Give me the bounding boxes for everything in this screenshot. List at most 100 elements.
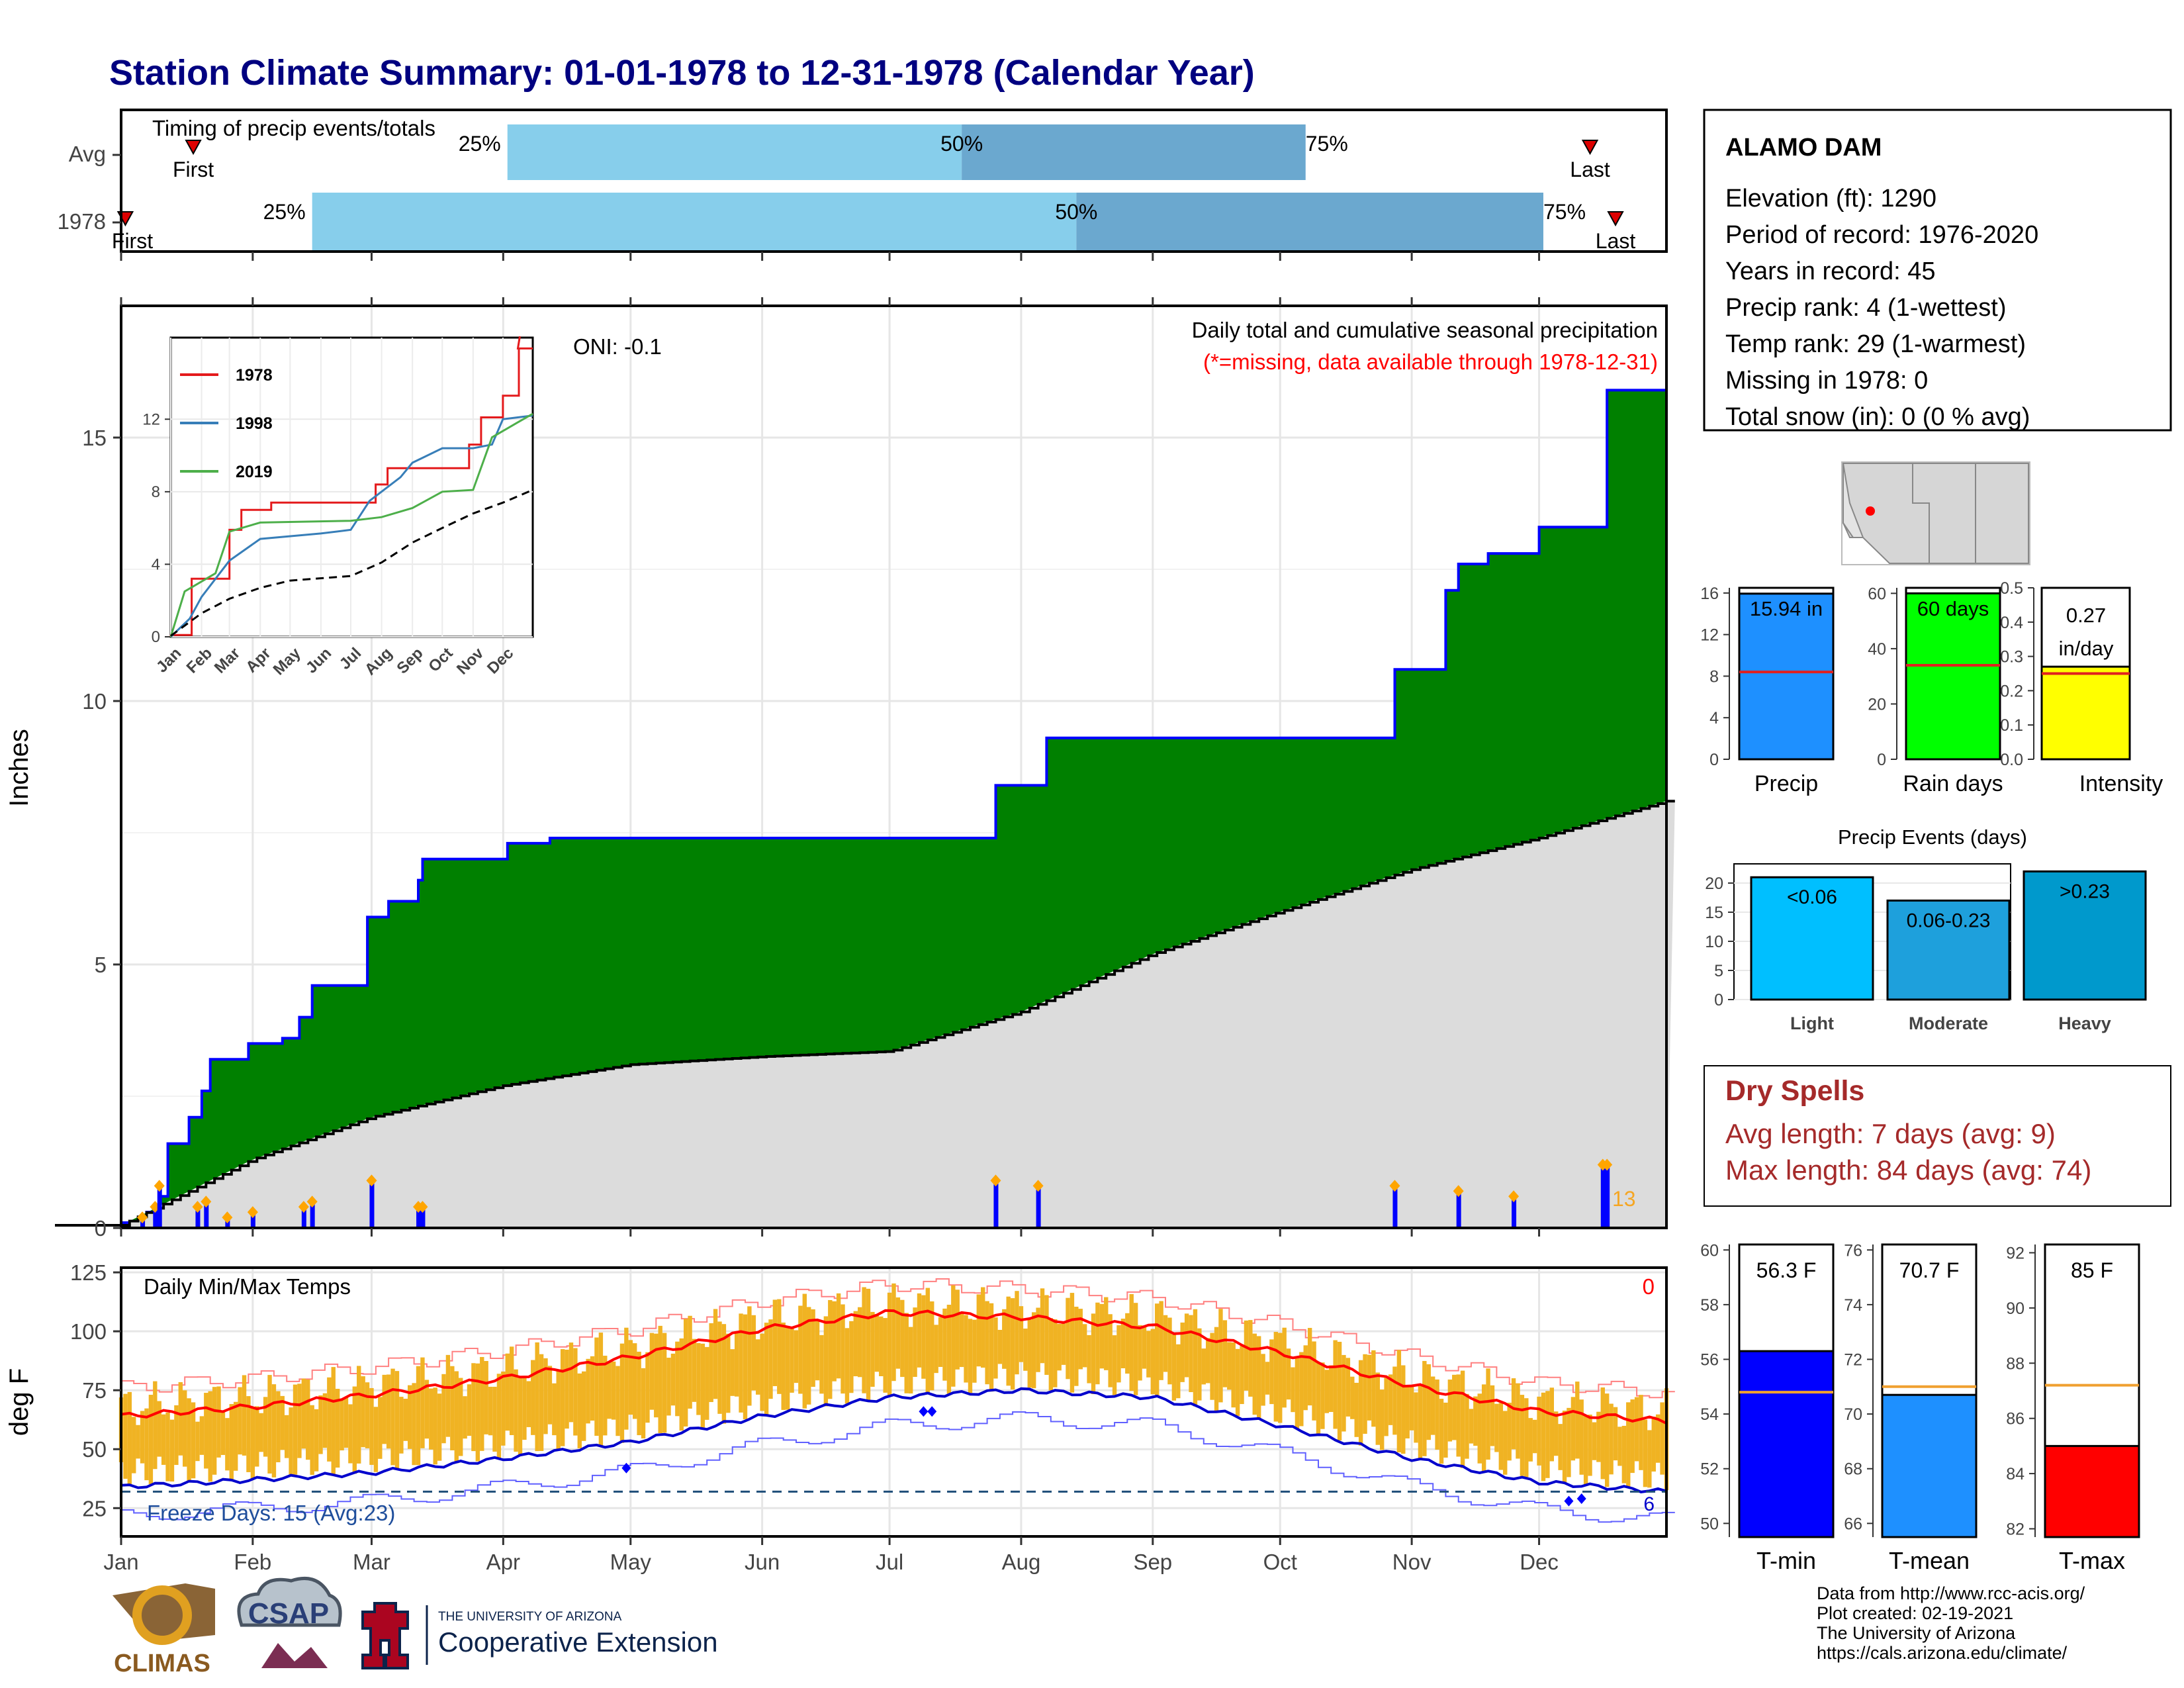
daily-temp-range-bar [280,1395,285,1450]
tmin-axis-label: T-min [1756,1547,1816,1574]
daily-temp-range-bar [726,1333,731,1413]
daily-temp-range-bar [670,1353,676,1406]
daily-temp-range-bar [1048,1318,1054,1391]
daily-temp-range-bar [191,1402,196,1479]
events-y-tick-label: 10 [1705,933,1723,951]
daily-temp-range-bar [1647,1430,1652,1488]
tmax-y-tick-label: 84 [2006,1465,2025,1483]
daily-temp-range-bar [127,1391,132,1487]
inset-legend-label-1978: 1978 [236,366,273,385]
daily-temp-range-bar [760,1333,764,1411]
daily-temp-range-bar [1524,1398,1529,1477]
inset-line-Avg [170,489,533,637]
month-axis-label: Jan [103,1550,138,1574]
daily-temp-range-bar [1469,1409,1474,1444]
month-axis-label: Aug [1002,1550,1041,1574]
oni-value: ONI: -0.1 [573,334,662,359]
intensity-y-tick-label: 0.2 [2000,682,2023,700]
daily-temp-range-bar [951,1285,956,1387]
daily-temp-range-bar [267,1375,272,1474]
daily-temp-range-bar [378,1397,383,1459]
inset-y-tick-label: 12 [142,410,160,428]
daily-precip-bar [369,1180,375,1228]
daily-temp-range-bar [925,1288,931,1394]
daily-temp-range-bar [1516,1383,1520,1459]
daily-temp-range-bar [1167,1317,1172,1385]
tmax-y-tick-label: 92 [2006,1244,2025,1263]
temperature-panel: 25 50 75 100 125 Jan Feb Mar Apr May Jun Jul Aug Sep O… [5,1260,1675,1574]
daily-temp-range-bar [1078,1309,1083,1370]
daily-temp-range-bar [1600,1387,1605,1479]
daily-temp-range-bar [1486,1368,1490,1460]
credit-url: https://cals.arizona.edu/climate/ [1817,1643,2068,1663]
daily-temp-range-bar [318,1395,323,1454]
timing-quartile-label: 50% [940,132,983,156]
daily-precip-marker [154,1180,165,1192]
daily-temp-range-bar [1133,1303,1138,1395]
daily-precip-bar [204,1201,209,1228]
events-bar-text-light: <0.06 [1787,886,1837,908]
daily-temp-range-bar [144,1408,149,1481]
station-missing: Missing in 1978: 0 [1725,367,1928,395]
daily-temp-range-bar [981,1287,985,1368]
daily-temp-range-bar [348,1404,353,1464]
events-y-tick-label: 0 [1714,991,1723,1009]
daily-temp-range-bar [785,1325,790,1410]
events-y-tick-label: 20 [1705,874,1723,893]
daily-temp-range-bar [1252,1333,1257,1415]
daily-temp-range-bar [1532,1419,1537,1454]
daily-temp-range-bar [777,1299,782,1394]
daily-temp-range-bar [1248,1320,1253,1397]
daily-temp-range-bar [1558,1424,1563,1470]
daily-temp-range-bar [1443,1402,1448,1458]
timing-last-label-Avg: Last [1570,158,1610,181]
daily-temp-range-bar [340,1399,344,1451]
daily-temp-range-bar [921,1295,926,1379]
daily-temp-range-bar [1193,1309,1198,1407]
daily-temp-range-bar [1494,1403,1499,1452]
daily-precip-bar [993,1180,999,1228]
daily-temp-range-bar [535,1342,539,1452]
daily-temp-range-bar [883,1318,887,1393]
month-axis-label: May [610,1550,652,1574]
daily-temp-range-bar [1503,1411,1508,1475]
tmin-summary-chart: 50 52 54 56 58 60 56.3 F T-min [1700,1241,1835,1574]
tmean-y-tick-label: 72 [1844,1350,1862,1369]
daily-temp-range-bar [310,1405,314,1475]
daily-precip-marker [1453,1185,1464,1197]
daily-temp-range-bar [1583,1416,1588,1486]
daily-temp-range-bar [989,1303,994,1392]
tmin-y-tick-label: 52 [1700,1460,1719,1479]
daily-temp-range-bar [250,1407,255,1480]
month-axis-label: Nov [1392,1550,1432,1574]
map-texas [1975,463,2029,564]
daily-temp-range-bar [645,1352,650,1423]
daily-temp-range-bar [934,1325,938,1374]
daily-temp-range-bar [658,1325,662,1434]
daily-temp-range-bar [1176,1344,1181,1399]
daily-temp-range-bar [1405,1385,1410,1438]
temp-y-axis-label: deg F [5,1368,34,1436]
daily-temp-range-bar [433,1387,437,1465]
daily-temp-range-bar [1295,1356,1300,1429]
timing-first-label-Avg: First [173,158,214,181]
daily-temp-range-bar [866,1288,871,1401]
daily-temp-range-bar [297,1383,302,1458]
month-axis-label: Oct [1263,1550,1297,1574]
timing-quartile-label: 75% [1543,200,1586,224]
daily-temp-range-bar [739,1313,743,1413]
events-bar-light [1750,876,1874,1001]
daily-temp-range-bar [1214,1327,1219,1412]
daily-temp-range-bar [1655,1414,1661,1463]
daily-temp-range-bar [505,1353,510,1431]
daily-temp-range-bar [955,1289,960,1370]
daily-temp-range-bar [1235,1348,1240,1416]
daily-temp-range-bar [1171,1335,1177,1401]
daily-temp-range-bar [874,1314,880,1372]
daily-temp-range-bar [1592,1422,1597,1460]
csap-wordmark: CSAP [248,1597,329,1630]
climas-wordmark: CLIMAS [114,1650,210,1677]
daily-precip-bar [1036,1186,1041,1228]
timing-last-label-1978: Last [1596,229,1636,253]
daily-temp-range-bar [751,1315,756,1391]
